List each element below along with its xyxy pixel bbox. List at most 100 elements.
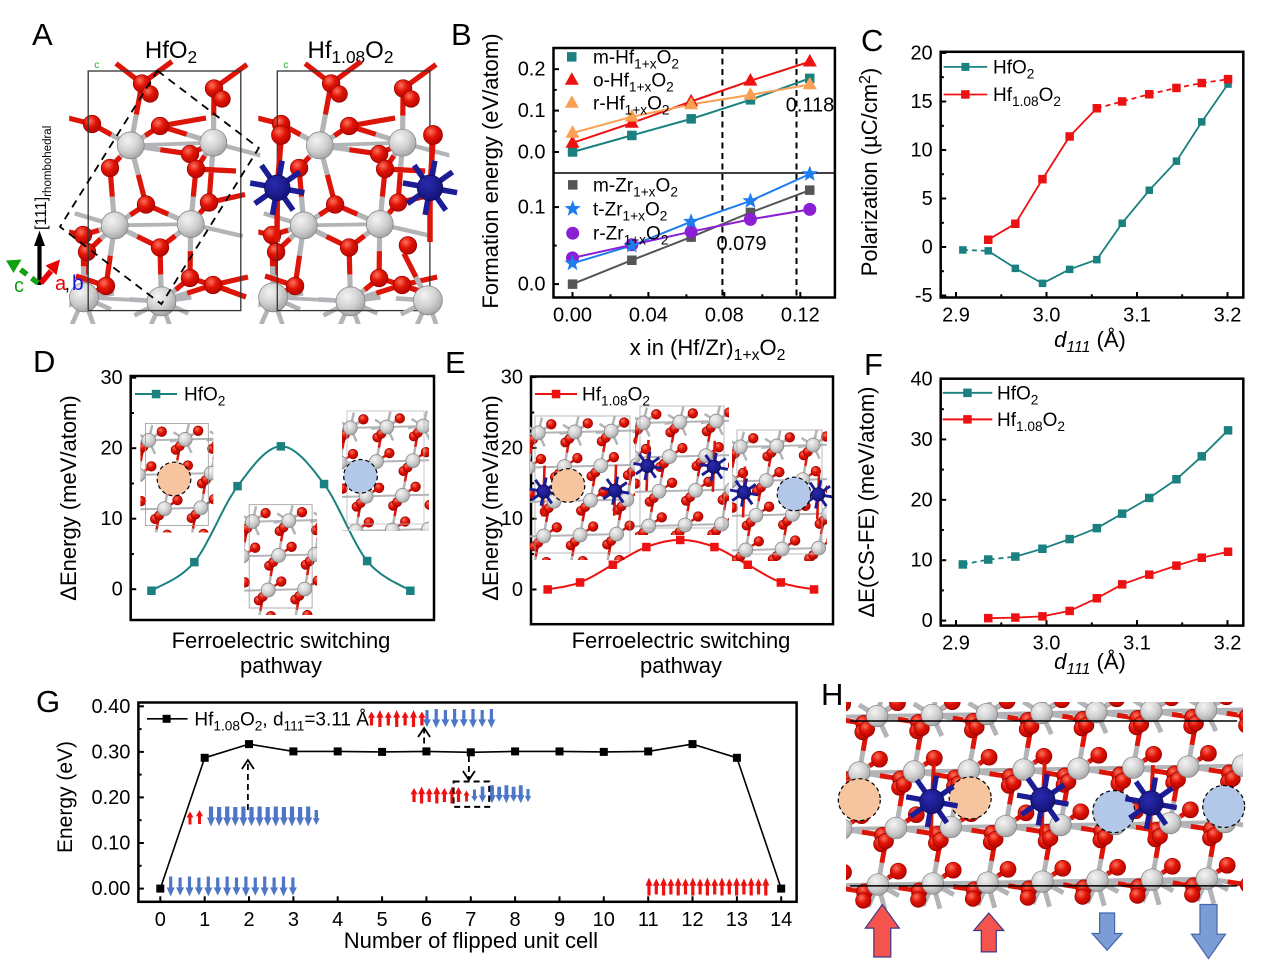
svg-text:o-Hf1+x​O2​: o-Hf1+x​O2​ (593, 71, 674, 95)
svg-text:0.04: 0.04 (629, 305, 668, 327)
svg-text:HfO2​: HfO2​ (145, 37, 197, 67)
svg-text:5: 5 (922, 188, 933, 210)
svg-text:0.118: 0.118 (786, 95, 835, 117)
svg-text:3.0: 3.0 (1033, 633, 1061, 655)
svg-text:Energy (eV): Energy (eV) (54, 741, 77, 853)
svg-text:r-Hf1+x​O2​: r-Hf1+x​O2​ (593, 94, 669, 118)
svg-text:ΔE(CS-FE) (meV/atom): ΔE(CS-FE) (meV/atom) (854, 386, 879, 617)
svg-text:4: 4 (332, 909, 343, 931)
svg-text:Number of flipped unit cell: Number of flipped unit cell (344, 928, 598, 953)
svg-text:5: 5 (377, 909, 388, 931)
svg-text:Hf1.08​O2​: Hf1.08​O2​ (993, 85, 1061, 109)
svg-text:[111]rhombohedral​: [111]rhombohedral​ (33, 126, 54, 230)
svg-text:t-Zr1+x​O2​: t-Zr1+x​O2​ (593, 199, 667, 223)
svg-text:-5: -5 (915, 285, 933, 307)
svg-text:0.079: 0.079 (716, 233, 766, 255)
svg-text:pathway: pathway (240, 653, 322, 678)
svg-text:9: 9 (554, 909, 565, 931)
svg-text:0.0: 0.0 (518, 142, 546, 164)
svg-text:m-Zr1+x​O2​: m-Zr1+x​O2​ (593, 175, 678, 199)
svg-text:0.00: 0.00 (91, 878, 130, 900)
svg-text:H: H (821, 677, 843, 712)
svg-text:c: c (94, 60, 99, 71)
svg-text:pathway: pathway (640, 653, 722, 678)
svg-text:20: 20 (501, 437, 523, 459)
svg-text:b: b (72, 272, 84, 295)
svg-text:6: 6 (421, 909, 432, 931)
svg-text:C: C (861, 23, 883, 58)
svg-text:10: 10 (593, 909, 615, 931)
svg-text:0.30: 0.30 (91, 741, 130, 763)
svg-text:30: 30 (910, 429, 932, 451)
svg-text:HfO2​: HfO2​ (993, 57, 1034, 81)
svg-text:c: c (283, 60, 288, 71)
svg-text:30: 30 (501, 367, 523, 389)
svg-text:m-Hf1+x​O2​: m-Hf1+x​O2​ (593, 47, 679, 71)
svg-text:40: 40 (910, 369, 932, 391)
svg-text:HfO2​: HfO2​ (997, 383, 1038, 407)
svg-text:ΔEnergy (meV/atom): ΔEnergy (meV/atom) (56, 395, 81, 600)
svg-text:Ferroelectric switching: Ferroelectric switching (572, 628, 791, 653)
svg-text:0: 0 (922, 610, 933, 632)
svg-text:10: 10 (100, 508, 122, 530)
svg-text:2.9: 2.9 (942, 305, 970, 327)
svg-text:13: 13 (726, 909, 748, 931)
svg-text:0.1: 0.1 (518, 197, 546, 219)
svg-text:10: 10 (910, 140, 932, 162)
svg-text:20: 20 (100, 438, 122, 460)
svg-text:3: 3 (288, 909, 299, 931)
svg-text:G: G (36, 684, 60, 719)
svg-text:3.2: 3.2 (1214, 633, 1242, 655)
svg-text:0.40: 0.40 (91, 696, 130, 718)
svg-text:0: 0 (112, 579, 123, 601)
svg-text:,: , (65, 273, 71, 295)
svg-text:Hf1.08​O2​, d111​=3.11 Å: Hf1.08​O2​, d111​=3.11 Å (194, 709, 369, 733)
svg-text:3.2: 3.2 (1214, 305, 1242, 327)
svg-text:0: 0 (922, 237, 933, 259)
svg-text:x in (Hf/Zr)1+x​O2​: x in (Hf/Zr)1+x​O2​ (630, 335, 786, 364)
svg-text:3.0: 3.0 (1033, 305, 1061, 327)
svg-text:3.1: 3.1 (1123, 305, 1151, 327)
svg-text:ΔEnergy (meV/atom): ΔEnergy (meV/atom) (478, 395, 503, 600)
svg-text:11: 11 (638, 909, 659, 931)
svg-text:F: F (864, 347, 883, 382)
svg-text:20: 20 (910, 43, 932, 65)
svg-text:D: D (33, 344, 55, 379)
svg-text:c: c (14, 275, 24, 297)
svg-text:12: 12 (681, 909, 703, 931)
svg-text:10: 10 (501, 508, 523, 530)
svg-text:0: 0 (155, 909, 166, 931)
svg-text:15: 15 (910, 91, 932, 113)
svg-text:0.20: 0.20 (91, 787, 130, 809)
svg-text:r-Zr1+x​O2​: r-Zr1+x​O2​ (593, 224, 668, 248)
svg-text:0.0: 0.0 (518, 274, 546, 296)
svg-text:10: 10 (910, 550, 932, 572)
svg-text:0.1: 0.1 (518, 100, 546, 122)
svg-text:d111​ (Å): d111​ (Å) (1054, 327, 1126, 356)
svg-text:30: 30 (100, 367, 122, 389)
svg-text:0: 0 (512, 579, 523, 601)
svg-text:Formation energy (eV/atom): Formation energy (eV/atom) (478, 33, 503, 308)
svg-text:Polarization (µC/cm2​): Polarization (µC/cm2​) (857, 68, 882, 277)
svg-text:14: 14 (770, 909, 792, 931)
svg-text:1: 1 (199, 909, 210, 931)
svg-text:HfO2​: HfO2​ (184, 385, 225, 409)
svg-text:0.12: 0.12 (781, 305, 820, 327)
svg-text:2.9: 2.9 (942, 633, 970, 655)
svg-text:0.10: 0.10 (91, 833, 130, 855)
svg-text:B: B (451, 17, 472, 52)
svg-text:A: A (32, 17, 53, 52)
svg-text:7: 7 (465, 909, 476, 931)
svg-text:Hf1.08​O2​: Hf1.08​O2​ (308, 37, 394, 67)
svg-text:0.2: 0.2 (518, 59, 546, 81)
svg-text:Hf1.08​O2​: Hf1.08​O2​ (997, 410, 1065, 434)
svg-text:Hf1.08​O2​: Hf1.08​O2​ (582, 385, 650, 409)
svg-text:d111​ (Å): d111​ (Å) (1054, 649, 1126, 678)
svg-text:a: a (55, 273, 67, 295)
svg-text:2: 2 (243, 909, 254, 931)
svg-text:8: 8 (510, 909, 521, 931)
svg-text:0.08: 0.08 (705, 305, 744, 327)
svg-text:20: 20 (910, 489, 932, 511)
svg-text:E: E (445, 345, 466, 380)
svg-text:Ferroelectric switching: Ferroelectric switching (172, 628, 391, 653)
